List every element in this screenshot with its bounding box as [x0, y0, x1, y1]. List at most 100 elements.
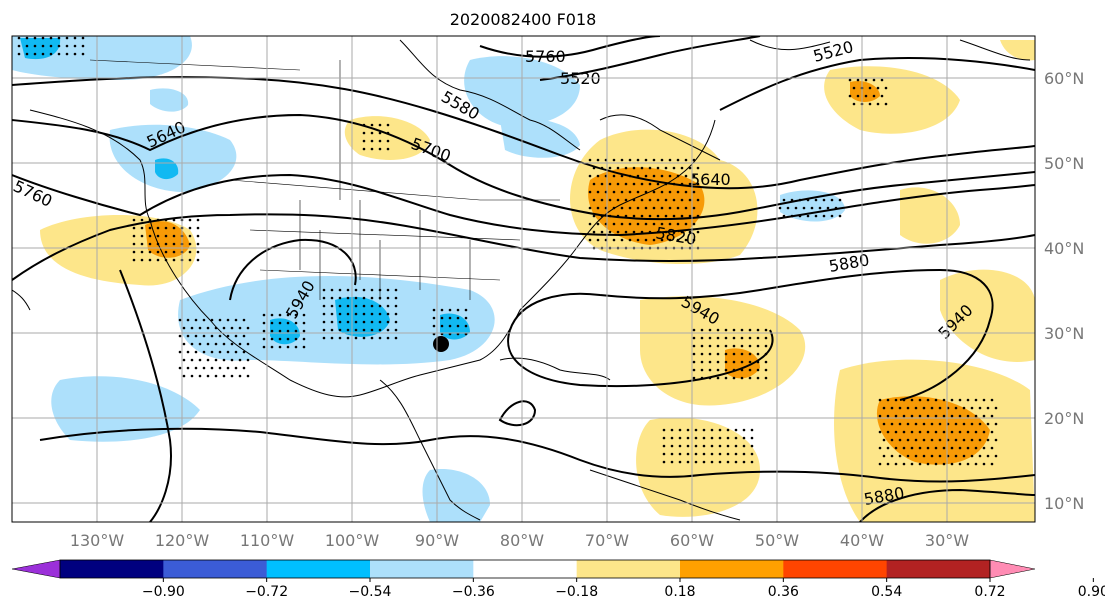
stipple-dot: [934, 398, 938, 402]
latitude-labels: 60°N 50°N 40°N 30°N 20°N 10°N: [1044, 69, 1084, 513]
stipple-dot: [636, 238, 640, 242]
stipple-dot: [826, 206, 830, 210]
stipple-dot: [734, 460, 738, 464]
stipple-dot: [756, 376, 760, 380]
stipple-dot: [294, 329, 298, 333]
stipple-dot: [670, 452, 674, 456]
stipple-dot: [73, 44, 77, 48]
stipple-dot: [918, 430, 922, 434]
stipple-dot: [742, 452, 746, 456]
stipple-dot: [370, 131, 374, 135]
colorbar-segment: [783, 560, 888, 578]
stipple-dot: [978, 422, 982, 426]
stipple-dot: [596, 238, 600, 242]
stipple-dot: [362, 328, 366, 332]
stipple-dot: [910, 446, 914, 450]
stipple-dot: [748, 368, 752, 372]
colorbar-tick-label: −0.90: [142, 584, 185, 600]
stipple-dot: [156, 258, 160, 262]
negative-anomaly-area: [780, 190, 845, 222]
stipple-dot: [688, 214, 692, 218]
stipple-dot: [716, 336, 720, 340]
stipple-dot: [910, 414, 914, 418]
stipple-dot: [748, 360, 752, 364]
stipple-dot: [386, 328, 390, 332]
stipple-dot: [210, 318, 214, 322]
stipple-dot: [194, 366, 198, 370]
stipple-dot: [688, 166, 692, 170]
stipple-dot: [198, 342, 202, 346]
stipple-dot: [868, 86, 872, 90]
stipple-dot: [718, 428, 722, 432]
stipple-dot: [196, 218, 200, 222]
stipple-dot: [338, 328, 342, 332]
stipple-dot: [362, 320, 366, 324]
stipple-dot: [978, 454, 982, 458]
stipple-dot: [628, 222, 632, 226]
stipple-dot: [680, 166, 684, 170]
stipple-dot: [346, 288, 350, 292]
stipple-dot: [962, 438, 966, 442]
stipple-dot: [880, 78, 884, 82]
stipple-dot: [338, 336, 342, 340]
stipple-dot: [700, 352, 704, 356]
stipple-dot: [734, 436, 738, 440]
stipple-dot: [234, 334, 238, 338]
stipple-dot: [206, 326, 210, 330]
stipple-dot: [670, 436, 674, 440]
stipple-dot: [778, 206, 782, 210]
stipple-dot: [724, 352, 728, 356]
stipple-dot: [640, 198, 644, 202]
stipple-dot: [926, 446, 930, 450]
stipple-dot: [990, 430, 994, 434]
stipple-dot: [362, 288, 366, 292]
map-border: [11, 35, 1036, 523]
stipple-dot: [73, 52, 77, 56]
stipple-dot: [764, 368, 768, 372]
stipple-dot: [226, 334, 230, 338]
stipple-dot: [278, 329, 282, 333]
coastlines: [12, 39, 1031, 521]
negative-anomaly-area: [178, 276, 495, 365]
stipple-dot: [954, 454, 958, 458]
stipple-dot: [644, 174, 648, 178]
stipple-dot: [978, 406, 982, 410]
stipple-dot: [612, 158, 616, 162]
stipple-dot: [218, 366, 222, 370]
stipple-dot: [132, 234, 136, 238]
stipple-dot: [198, 374, 202, 378]
stipple-dot: [440, 316, 444, 320]
stipple-dot: [732, 336, 736, 340]
graticule: [12, 36, 1035, 522]
stipple-dot: [238, 374, 242, 378]
stipple-dot: [33, 44, 37, 48]
stipple-dot: [440, 324, 444, 328]
stipple-dot: [210, 334, 214, 338]
stipple-dot: [742, 428, 746, 432]
stipple-dot: [660, 174, 664, 178]
stipple-dot: [386, 147, 390, 151]
stipple-dot: [918, 414, 922, 418]
stipple-dot: [394, 304, 398, 308]
stipple-dot: [982, 430, 986, 434]
stipple-dot: [386, 296, 390, 300]
stipple-dot: [954, 422, 958, 426]
latitude-label: 50°N: [1044, 154, 1084, 173]
stipple-dot: [644, 190, 648, 194]
stipple-dot: [882, 422, 886, 426]
stipple-dot: [612, 238, 616, 242]
stipple-dot: [370, 139, 374, 143]
stipple-dot: [65, 52, 69, 56]
stipple-dot: [178, 334, 182, 338]
stipple-dot: [206, 342, 210, 346]
stipple-dot: [886, 446, 890, 450]
stipple-dot: [700, 368, 704, 372]
stipple-dot: [346, 328, 350, 332]
stipple-dot: [838, 198, 842, 202]
stipple-dot: [994, 438, 998, 442]
stipple-dot: [942, 446, 946, 450]
stipple-dot: [696, 230, 700, 234]
stipple-dot: [182, 374, 186, 378]
stipple-dot: [230, 326, 234, 330]
stipple-dot: [262, 345, 266, 349]
